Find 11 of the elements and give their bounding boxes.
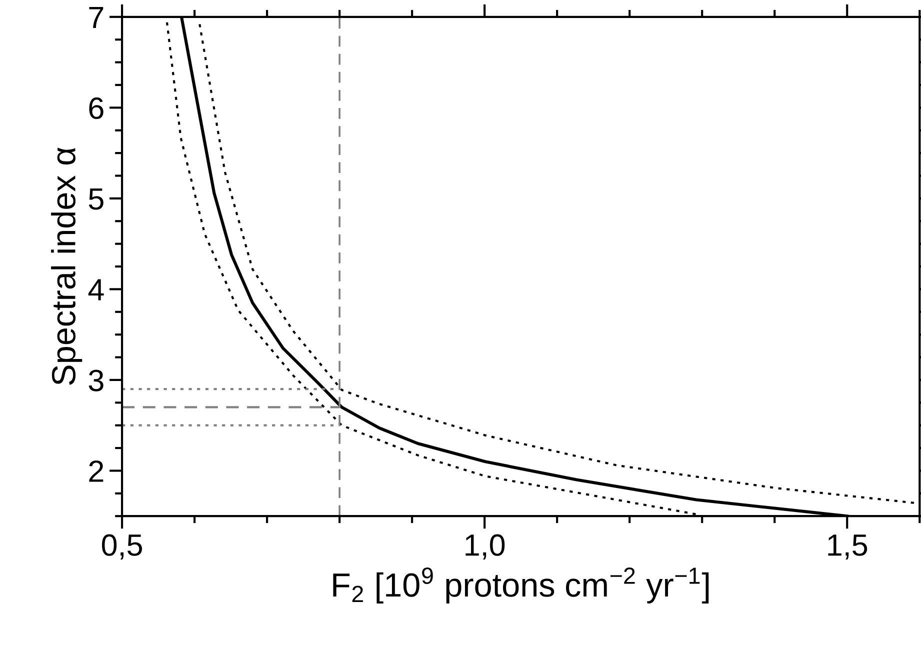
y-tick-label: 3 bbox=[88, 370, 104, 392]
x-tick-label: 1,0 bbox=[466, 534, 505, 560]
x-tick-label: 0,5 bbox=[102, 534, 142, 560]
y-tick-label: 5 bbox=[88, 188, 104, 210]
text: F$_{2}$ [10$^{9}$ protons cm$^{−2}$ yr$^{−1}$] bbox=[333, 568, 709, 604]
y-tick-label: 6 bbox=[89, 97, 104, 120]
x-tick-label: 1,5 bbox=[828, 534, 868, 560]
y-tick-label: 2 bbox=[89, 460, 104, 482]
y-axis-title: Spectral index α bbox=[51, 148, 82, 385]
y-tick-label: 4 bbox=[88, 279, 104, 300]
y-tick-label: 7 bbox=[89, 6, 104, 28]
